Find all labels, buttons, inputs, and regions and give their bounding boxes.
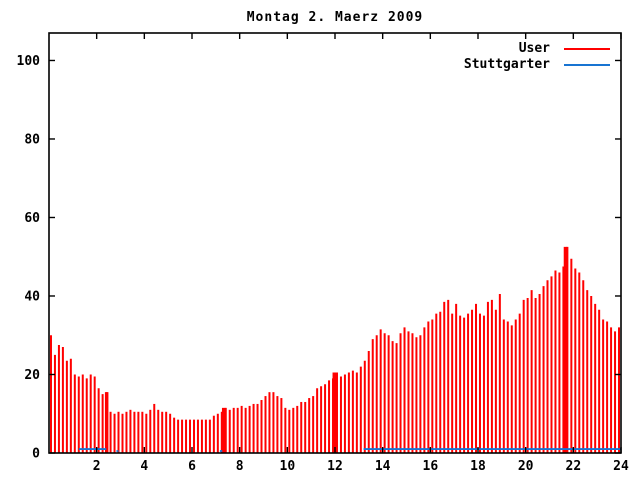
legend-row-user: User — [464, 41, 610, 56]
svg-text:100: 100 — [17, 54, 41, 69]
user-impulses — [49, 246, 621, 453]
svg-text:20: 20 — [24, 368, 40, 383]
svg-text:10: 10 — [280, 459, 296, 474]
legend: User Stuttgarter — [463, 41, 610, 72]
legend-stuttgarter-line-sample — [564, 63, 610, 66]
svg-text:80: 80 — [24, 132, 40, 147]
stuttgarter-line — [78, 448, 621, 452]
svg-text:18: 18 — [470, 459, 486, 474]
axis-ticks — [49, 33, 622, 454]
legend-user-label: User — [518, 41, 550, 56]
svg-text:2: 2 — [93, 459, 101, 474]
svg-text:60: 60 — [24, 211, 40, 226]
svg-text:12: 12 — [327, 459, 343, 474]
svg-text:40: 40 — [24, 289, 40, 304]
chart-title: Montag 2. Maerz 2009 — [246, 10, 424, 25]
svg-text:6: 6 — [188, 459, 196, 474]
svg-text:4: 4 — [140, 459, 148, 474]
legend-stuttgarter-label: Stuttgarter — [463, 57, 550, 72]
svg-text:24: 24 — [613, 459, 629, 474]
svg-text:16: 16 — [423, 459, 439, 474]
legend-user-line-sample — [564, 47, 610, 50]
svg-text:20: 20 — [518, 459, 534, 474]
svg-text:22: 22 — [566, 459, 582, 474]
svg-text:14: 14 — [375, 459, 391, 474]
svg-text:0: 0 — [32, 447, 40, 462]
legend-row-stuttgarter: Stuttgarter — [463, 57, 610, 72]
svg-text:8: 8 — [236, 459, 244, 474]
user-spikes — [104, 246, 568, 453]
